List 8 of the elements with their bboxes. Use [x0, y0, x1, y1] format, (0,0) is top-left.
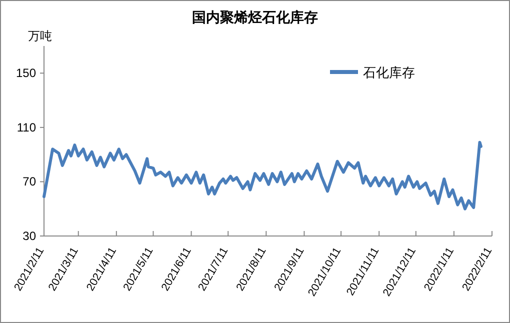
- y-tick-label: 70: [22, 174, 36, 189]
- y-tick-label: 110: [16, 120, 36, 134]
- y-tick-label: 150: [16, 66, 36, 80]
- chart-title: 国内聚烯烃石化库存: [192, 9, 318, 25]
- legend: 石化库存: [330, 65, 415, 80]
- y-tick-label: 30: [22, 229, 36, 243]
- legend-label: 石化库存: [363, 65, 415, 80]
- y-axis-title: 万吨: [28, 29, 52, 43]
